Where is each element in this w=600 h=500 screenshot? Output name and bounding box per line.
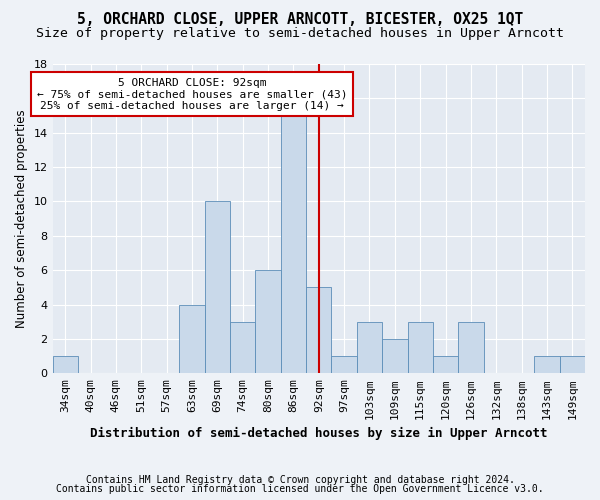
Bar [407, 322, 433, 373]
Bar [382, 339, 407, 373]
Bar [256, 270, 281, 373]
Bar [205, 202, 230, 373]
Text: Contains public sector information licensed under the Open Government Licence v3: Contains public sector information licen… [56, 484, 544, 494]
Bar [230, 322, 256, 373]
Bar [331, 356, 357, 373]
Bar [306, 288, 331, 373]
Text: Size of property relative to semi-detached houses in Upper Arncott: Size of property relative to semi-detach… [36, 28, 564, 40]
Text: Contains HM Land Registry data © Crown copyright and database right 2024.: Contains HM Land Registry data © Crown c… [86, 475, 514, 485]
Text: 5 ORCHARD CLOSE: 92sqm
← 75% of semi-detached houses are smaller (43)
25% of sem: 5 ORCHARD CLOSE: 92sqm ← 75% of semi-det… [37, 78, 347, 111]
Bar [179, 304, 205, 373]
Bar [433, 356, 458, 373]
Bar [560, 356, 585, 373]
X-axis label: Distribution of semi-detached houses by size in Upper Arncott: Distribution of semi-detached houses by … [90, 427, 548, 440]
Y-axis label: Number of semi-detached properties: Number of semi-detached properties [15, 110, 28, 328]
Bar [357, 322, 382, 373]
Bar [53, 356, 78, 373]
Bar [281, 116, 306, 373]
Text: 5, ORCHARD CLOSE, UPPER ARNCOTT, BICESTER, OX25 1QT: 5, ORCHARD CLOSE, UPPER ARNCOTT, BICESTE… [77, 12, 523, 28]
Bar [458, 322, 484, 373]
Bar [534, 356, 560, 373]
